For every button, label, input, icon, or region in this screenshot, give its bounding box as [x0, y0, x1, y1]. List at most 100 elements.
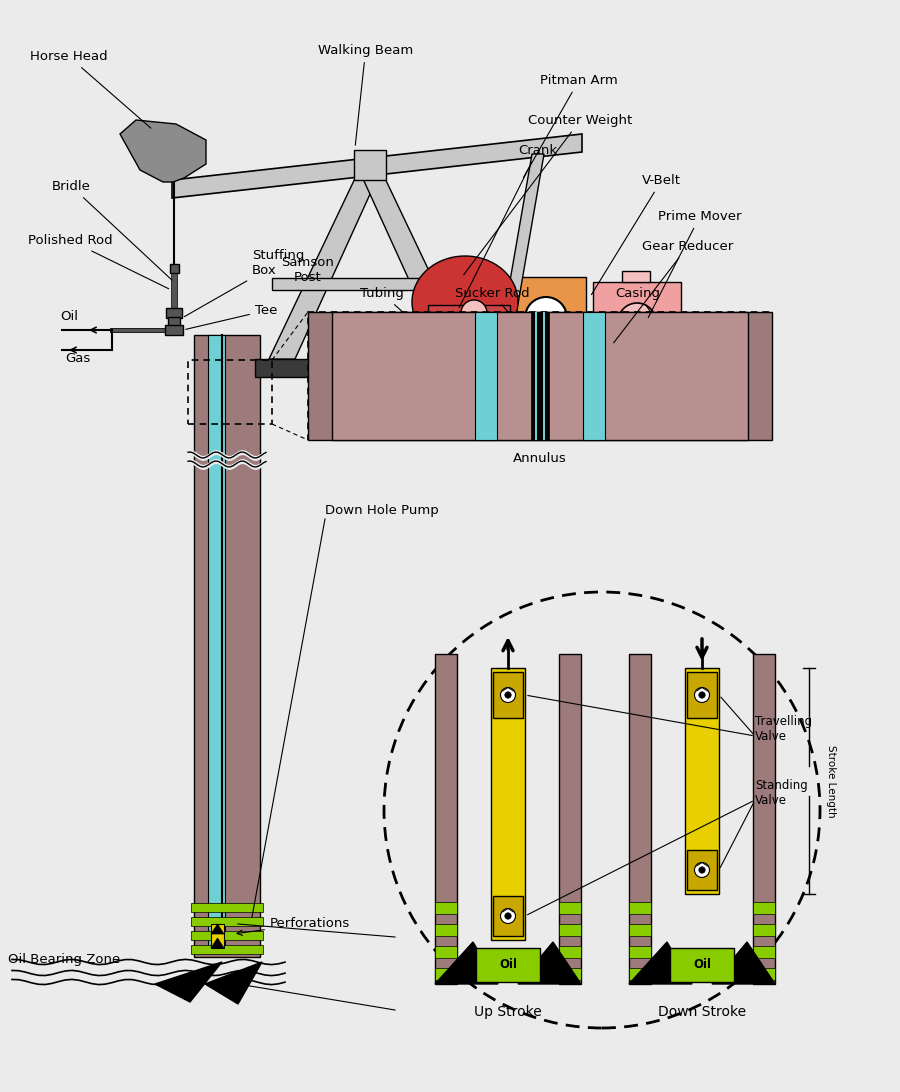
Bar: [593, 282, 681, 359]
Bar: [354, 150, 386, 180]
Bar: [622, 271, 650, 282]
Bar: [537, 312, 543, 440]
Bar: [194, 335, 260, 957]
Bar: [566, 314, 588, 339]
Bar: [191, 931, 263, 940]
Polygon shape: [629, 942, 692, 984]
Bar: [491, 668, 525, 940]
Text: Travelling
Valve: Travelling Valve: [755, 715, 812, 743]
Circle shape: [505, 692, 511, 698]
Circle shape: [461, 300, 487, 327]
Bar: [493, 897, 523, 936]
Bar: [753, 902, 775, 914]
Bar: [428, 305, 510, 318]
Text: Stroke Length: Stroke Length: [826, 745, 836, 817]
Text: Stuffing
Box: Stuffing Box: [184, 249, 304, 317]
Text: Oil: Oil: [693, 959, 711, 972]
Text: Crank: Crank: [459, 144, 557, 308]
Bar: [165, 325, 183, 335]
Bar: [629, 946, 651, 958]
Bar: [559, 902, 581, 914]
Circle shape: [384, 592, 820, 1028]
Bar: [475, 312, 497, 440]
Bar: [435, 654, 457, 984]
Bar: [753, 946, 775, 958]
Text: Perforations: Perforations: [237, 917, 350, 936]
Text: Pitman Arm: Pitman Arm: [524, 74, 617, 178]
Text: Oil: Oil: [499, 959, 517, 972]
Text: V-Belt: V-Belt: [591, 174, 681, 295]
Text: Tee: Tee: [185, 304, 277, 330]
Bar: [435, 968, 457, 980]
Bar: [629, 902, 651, 914]
Bar: [435, 924, 457, 936]
Circle shape: [618, 302, 656, 341]
Bar: [685, 668, 719, 894]
Bar: [559, 946, 581, 958]
Bar: [435, 946, 457, 958]
Bar: [272, 278, 468, 290]
Polygon shape: [120, 120, 206, 182]
Polygon shape: [359, 170, 471, 359]
Polygon shape: [211, 924, 224, 934]
Bar: [191, 903, 263, 912]
Bar: [308, 312, 772, 440]
Circle shape: [500, 688, 516, 702]
Bar: [171, 271, 176, 312]
Text: Bridle: Bridle: [52, 180, 172, 281]
Circle shape: [695, 863, 709, 878]
Polygon shape: [506, 154, 544, 304]
Circle shape: [698, 692, 706, 698]
Bar: [629, 924, 651, 936]
Text: Sucker Rod: Sucker Rod: [454, 287, 529, 312]
Bar: [583, 357, 691, 371]
Polygon shape: [172, 134, 582, 198]
Text: Tubing: Tubing: [360, 287, 404, 312]
Bar: [535, 312, 545, 440]
Circle shape: [505, 913, 511, 919]
Circle shape: [541, 312, 552, 323]
Text: Samson
Post: Samson Post: [282, 256, 335, 284]
Bar: [255, 359, 710, 377]
Polygon shape: [518, 942, 581, 984]
Text: Gas: Gas: [65, 352, 90, 365]
Polygon shape: [155, 962, 222, 1002]
Circle shape: [525, 297, 567, 339]
Bar: [168, 317, 180, 327]
Bar: [753, 654, 775, 984]
Bar: [208, 335, 225, 952]
Bar: [670, 948, 734, 982]
Ellipse shape: [412, 256, 518, 348]
Bar: [569, 317, 585, 335]
Bar: [629, 654, 651, 984]
Text: Standing
Valve: Standing Valve: [755, 779, 808, 807]
Circle shape: [628, 313, 646, 331]
Text: Counter Weight: Counter Weight: [464, 114, 632, 275]
Text: Down Hole Pump: Down Hole Pump: [325, 505, 439, 517]
Text: Annulus: Annulus: [513, 452, 567, 465]
Text: Horse Head: Horse Head: [30, 50, 151, 128]
Text: Polished Rod: Polished Rod: [28, 234, 168, 288]
Bar: [169, 264, 178, 273]
Text: Prime Mover: Prime Mover: [648, 210, 742, 318]
Bar: [332, 312, 748, 440]
Bar: [435, 902, 457, 914]
Polygon shape: [712, 942, 775, 984]
Bar: [166, 308, 182, 318]
Polygon shape: [211, 938, 224, 948]
Polygon shape: [205, 962, 262, 1004]
Bar: [753, 924, 775, 936]
Polygon shape: [269, 170, 381, 359]
Text: Oil Bearing Zone: Oil Bearing Zone: [8, 953, 121, 966]
Text: Up Stroke: Up Stroke: [474, 1005, 542, 1019]
Bar: [308, 312, 772, 440]
Bar: [493, 672, 523, 719]
Bar: [531, 312, 549, 440]
Bar: [191, 917, 263, 926]
Circle shape: [698, 867, 706, 874]
Bar: [188, 360, 272, 424]
Text: Walking Beam: Walking Beam: [318, 44, 413, 145]
Text: Gear Reducer: Gear Reducer: [614, 240, 734, 343]
Polygon shape: [435, 942, 498, 984]
Bar: [428, 277, 586, 359]
